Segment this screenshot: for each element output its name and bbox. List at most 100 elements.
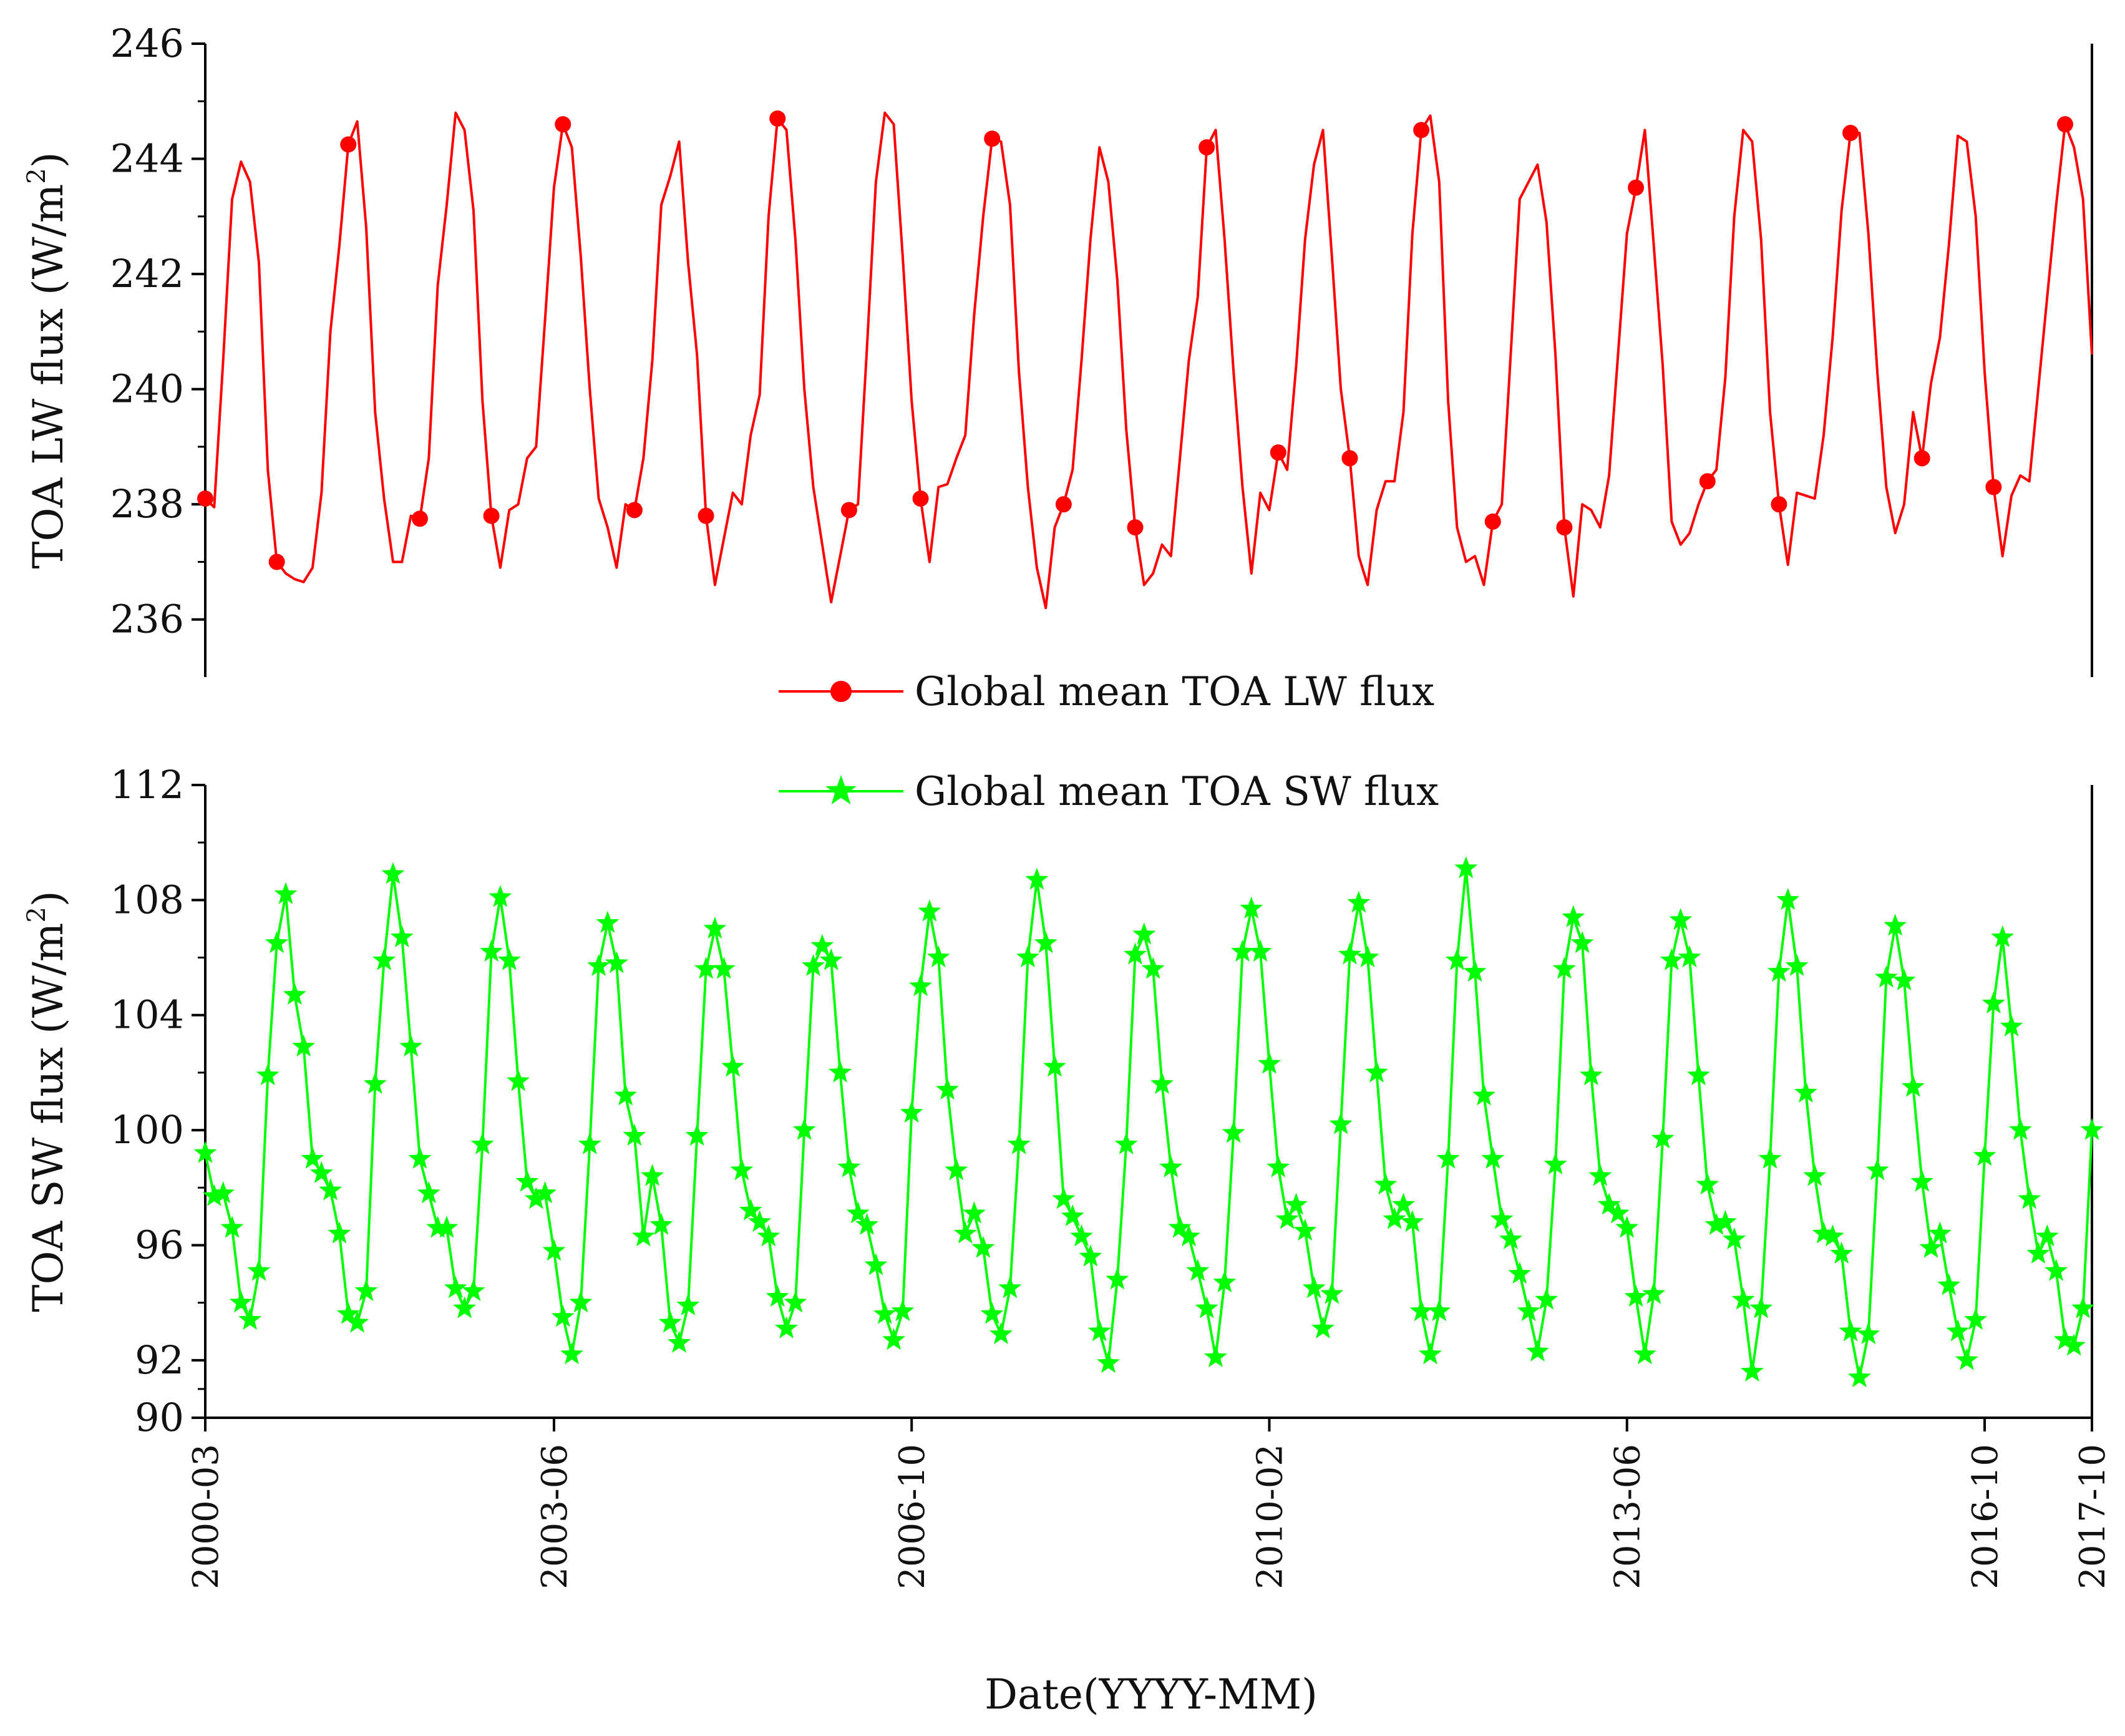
x-tick-label: 2010-02 bbox=[1250, 1444, 1290, 1589]
sw-data-point bbox=[363, 1071, 387, 1095]
lw-y-tick-label: 244 bbox=[110, 136, 184, 182]
sw-data-point bbox=[1463, 960, 1487, 982]
lw-data-point bbox=[1913, 450, 1930, 467]
lw-y-axis-title: TOA LW flux (W/m2) bbox=[22, 152, 72, 568]
sw-data-point bbox=[1374, 1173, 1398, 1195]
sw-data-point bbox=[1391, 1192, 1415, 1215]
sw-data-point bbox=[766, 1284, 789, 1307]
sw-data-point bbox=[1901, 1075, 1925, 1097]
sw-data-point bbox=[1570, 931, 1594, 953]
sw-data-point bbox=[963, 1201, 986, 1224]
sw-data-point bbox=[1615, 1216, 1639, 1238]
sw-data-point bbox=[2045, 1259, 2068, 1281]
sw-data-point bbox=[792, 1118, 816, 1140]
sw-data-point bbox=[265, 931, 289, 953]
sw-data-point bbox=[1973, 1144, 1996, 1166]
sw-data-point bbox=[1097, 1350, 1120, 1373]
sw-data-point bbox=[1830, 1241, 1854, 1264]
sw-data-point bbox=[1204, 1345, 1227, 1367]
lw-data-point bbox=[1985, 479, 2002, 495]
lw-data-point bbox=[626, 502, 643, 519]
sw-data-point bbox=[1544, 1152, 1567, 1175]
sw-flux-panel: 90 92 96 100 104 108 112 TOA SW flux (W/m2) Glob… bbox=[22, 762, 2104, 1440]
sw-data-point bbox=[2080, 1118, 2104, 1140]
sw-data-point bbox=[1508, 1262, 1532, 1284]
sw-data-point bbox=[480, 939, 503, 962]
lw-data-point bbox=[1842, 125, 1859, 142]
sw-data-point bbox=[1159, 1155, 1183, 1178]
sw-data-point bbox=[354, 1279, 378, 1301]
sw-y-tick-label: 92 bbox=[135, 1337, 184, 1383]
sw-data-point bbox=[1293, 1218, 1317, 1241]
sw-y-axis-title-main: TOA SW flux (W/m bbox=[24, 923, 72, 1312]
lw-legend-marker bbox=[830, 681, 852, 702]
sw-data-point bbox=[1436, 1146, 1460, 1169]
sw-data-point bbox=[658, 1310, 682, 1333]
sw-data-point bbox=[1597, 1192, 1621, 1215]
sw-series-line bbox=[204, 867, 2093, 1379]
sw-data-point bbox=[328, 1221, 351, 1244]
sw-data-point bbox=[668, 1330, 691, 1353]
sw-data-point bbox=[2000, 1014, 2023, 1036]
sw-data-point bbox=[1562, 905, 1585, 927]
sw-data-point bbox=[936, 1078, 960, 1100]
sw-data-point bbox=[507, 1069, 530, 1091]
sw-data-point bbox=[1213, 1270, 1237, 1293]
x-axis: 2000-03 2003-06 2006-10 2010-02 2013-06 2016-… bbox=[186, 1417, 2113, 1589]
sw-data-point bbox=[1338, 942, 1361, 965]
sw-data-point bbox=[1785, 953, 1809, 977]
sw-data-point bbox=[945, 1158, 968, 1181]
sw-data-point bbox=[864, 1253, 888, 1275]
lw-y-tick-label: 240 bbox=[110, 366, 184, 412]
sw-data-point bbox=[578, 1132, 601, 1154]
sw-data-point bbox=[533, 1181, 557, 1204]
sw-data-point bbox=[721, 1055, 745, 1077]
sw-data-point bbox=[462, 1279, 485, 1301]
sw-data-point bbox=[1016, 945, 1039, 968]
sw-data-point bbox=[560, 1342, 584, 1365]
sw-data-point bbox=[1678, 945, 1701, 968]
sw-data-point bbox=[1525, 1339, 1549, 1362]
sw-data-point bbox=[1168, 1216, 1192, 1238]
sw-y-tick-label: 96 bbox=[135, 1222, 184, 1267]
lw-data-point bbox=[1556, 519, 1573, 536]
sw-data-point bbox=[212, 1181, 235, 1204]
sw-data-point bbox=[1275, 1207, 1299, 1229]
x-tick-label: 2017-10 bbox=[2073, 1444, 2113, 1589]
lw-data-point bbox=[1270, 444, 1286, 461]
sw-data-point bbox=[1472, 1083, 1495, 1106]
sw-data-point bbox=[909, 974, 933, 997]
lw-y-axis-title-sup: 2 bbox=[22, 168, 51, 183]
sw-data-point bbox=[1686, 1063, 1710, 1086]
lw-data-point bbox=[1628, 179, 1645, 196]
sw-data-point bbox=[1025, 867, 1049, 890]
x-tick-label: 2003-06 bbox=[535, 1444, 575, 1589]
sw-data-point bbox=[1731, 1287, 1755, 1310]
sw-data-point bbox=[1857, 1322, 1880, 1345]
sw-data-point bbox=[1222, 1121, 1245, 1143]
sw-data-point bbox=[1007, 1132, 1031, 1154]
sw-data-point bbox=[1991, 925, 2015, 947]
sw-data-point bbox=[730, 1158, 754, 1181]
x-tick-label: 2006-10 bbox=[892, 1444, 933, 1589]
sw-data-point bbox=[1356, 945, 1379, 968]
sw-data-point bbox=[703, 917, 727, 939]
sw-data-point bbox=[685, 1123, 709, 1146]
sw-data-point bbox=[1499, 1227, 1522, 1249]
sw-data-point bbox=[1079, 1244, 1102, 1267]
sw-data-point bbox=[926, 945, 950, 968]
sw-data-point bbox=[587, 953, 611, 977]
sw-data-point bbox=[1186, 1259, 1210, 1281]
lw-data-point bbox=[1127, 519, 1144, 536]
sw-data-point bbox=[435, 1216, 459, 1238]
sw-data-point bbox=[336, 1302, 360, 1324]
sw-data-point bbox=[1248, 939, 1272, 962]
lw-data-point bbox=[769, 110, 786, 127]
sw-data-point bbox=[1240, 896, 1263, 919]
x-axis-title: Date(YYYY-MM) bbox=[985, 1670, 1318, 1719]
sw-data-point bbox=[1794, 1080, 1817, 1103]
sw-data-point bbox=[1740, 1359, 1764, 1382]
sw-data-point bbox=[497, 948, 521, 970]
lw-data-point bbox=[912, 490, 929, 507]
sw-data-point bbox=[1070, 1224, 1093, 1247]
